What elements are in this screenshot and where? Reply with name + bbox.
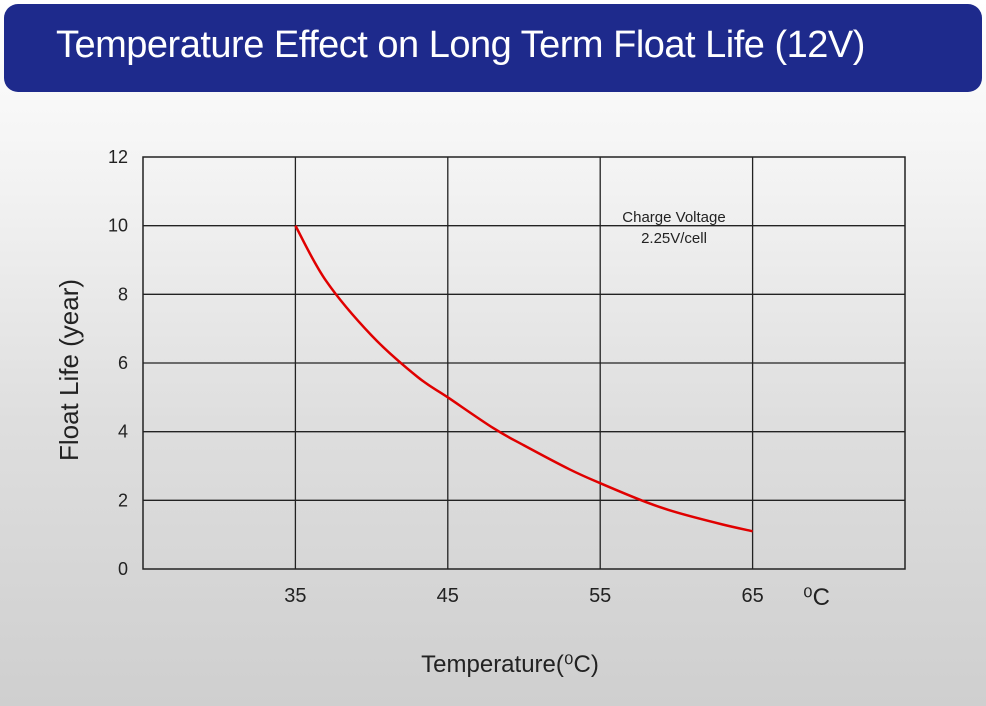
x-tick-label: 45 (437, 585, 459, 607)
y-tick-label: 6 (118, 353, 128, 373)
annotation-line-1: Charge Voltage (622, 209, 725, 226)
y-tick-label: 8 (118, 284, 128, 304)
x-unit-label: ⁰C (803, 584, 830, 611)
page-title: Temperature Effect on Long Term Float Li… (56, 24, 865, 66)
y-tick-label: 2 (118, 490, 128, 510)
y-tick-label: 12 (108, 147, 128, 167)
y-tick-label: 10 (108, 216, 128, 236)
x-tick-label: 55 (589, 585, 611, 607)
y-tick-label: 0 (118, 559, 128, 579)
float-life-curve (294, 225, 753, 533)
y-tick-labels: 0 2 4 6 8 10 12 (108, 147, 128, 579)
annotation-line-2: 2.25V/cell (641, 230, 707, 247)
x-tick-label: 35 (284, 585, 306, 607)
x-tick-labels: 35 45 55 65 (284, 585, 763, 607)
chart-grid (142, 156, 906, 570)
y-tick-label: 4 (118, 422, 128, 442)
chart-series (294, 225, 753, 533)
x-tick-label: 65 (741, 585, 763, 607)
title-banner: Temperature Effect on Long Term Float Li… (4, 4, 982, 92)
x-axis-label: Temperature(⁰C) (421, 651, 599, 678)
y-axis-label: Float Life (year) (54, 279, 84, 461)
